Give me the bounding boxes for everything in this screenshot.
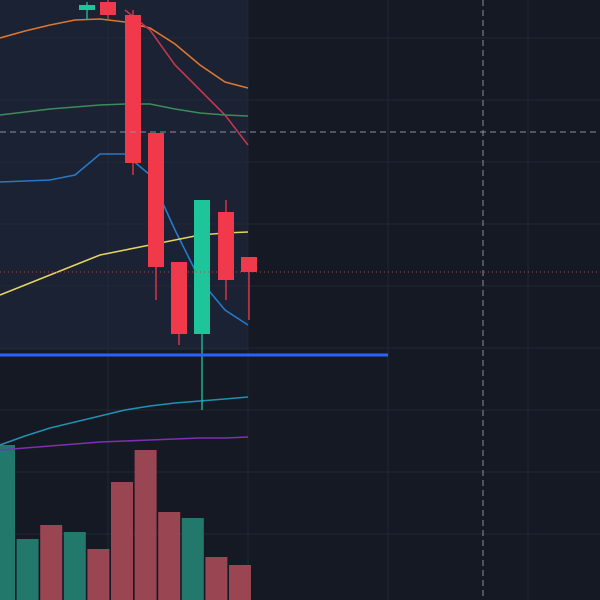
candle[interactable]: [194, 200, 210, 410]
volume-bar: [40, 525, 63, 600]
volume-bar: [87, 549, 110, 600]
candle-layer[interactable]: [79, 0, 257, 410]
volume-bar: [0, 445, 15, 600]
indicator-line: [124, 9, 249, 146]
volume-bar: [229, 565, 251, 600]
candle[interactable]: [241, 257, 257, 320]
volume-bar: [158, 512, 181, 600]
indicator-line: [0, 436, 249, 451]
candle[interactable]: [125, 10, 141, 175]
volume-bar: [111, 482, 133, 600]
volume-bar: [63, 532, 86, 600]
candle-body: [100, 2, 116, 15]
volume-layer: [0, 445, 251, 600]
volume-bar: [205, 557, 228, 600]
highlight-band: [0, 0, 248, 350]
candle-body: [125, 15, 141, 163]
candle-body: [194, 200, 210, 334]
candle[interactable]: [171, 262, 187, 345]
candle-body: [148, 133, 164, 267]
candle-body: [79, 5, 95, 10]
candle-body: [171, 262, 187, 334]
candle-body: [218, 212, 234, 280]
candle-body: [241, 257, 257, 272]
candle[interactable]: [79, 2, 95, 20]
candle[interactable]: [100, 0, 116, 20]
volume-bar: [16, 539, 39, 600]
candle[interactable]: [218, 200, 234, 300]
volume-bar: [134, 450, 157, 600]
volume-bar: [181, 518, 204, 600]
indicator-line: [0, 396, 249, 446]
